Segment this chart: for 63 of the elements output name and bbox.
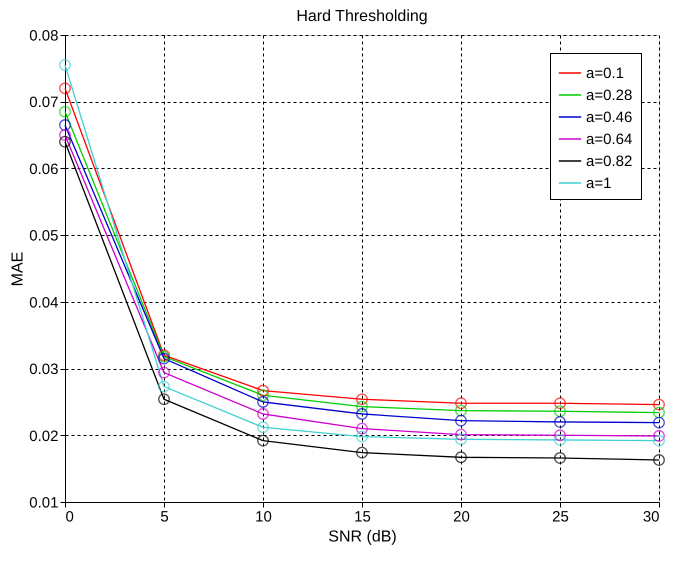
point <box>59 119 71 131</box>
point <box>158 393 170 406</box>
y-tick-label: 0.02 <box>29 428 58 445</box>
point <box>653 406 665 418</box>
point <box>356 422 368 434</box>
point <box>257 389 269 402</box>
legend-label: a=0.46 <box>586 109 632 126</box>
point <box>554 452 566 464</box>
y-tick-label: 0.03 <box>29 361 58 378</box>
y-tick-label: 0.06 <box>29 160 58 178</box>
x-tick-label: 20 <box>453 508 470 526</box>
point <box>356 393 368 406</box>
x-tick-label: 5 <box>160 508 169 526</box>
point <box>59 82 71 94</box>
point <box>257 408 269 420</box>
point <box>59 136 71 148</box>
point <box>59 59 71 71</box>
point <box>554 416 566 428</box>
x-axis-title: SNR (dB) <box>328 528 397 546</box>
point <box>59 129 71 141</box>
point <box>356 446 368 459</box>
legend-label: a=0.82 <box>586 153 632 170</box>
y-tick-label: 0.05 <box>29 228 58 245</box>
x-tick-label: 10 <box>255 508 272 526</box>
point <box>257 434 269 447</box>
point <box>653 454 665 466</box>
legend-label: a=0.28 <box>586 87 632 104</box>
x-tick-label: 25 <box>552 508 569 526</box>
legend-label: a=0.1 <box>586 65 624 82</box>
point <box>356 430 368 443</box>
point <box>653 416 665 428</box>
point <box>653 398 665 410</box>
point <box>455 414 467 426</box>
point <box>554 397 566 410</box>
y-axis-title: MAE <box>9 252 26 286</box>
point <box>158 366 170 378</box>
point <box>653 430 665 442</box>
x-tick-label: 0 <box>66 508 74 526</box>
point <box>455 433 467 446</box>
point <box>59 106 71 118</box>
point <box>554 434 566 446</box>
point <box>356 400 368 412</box>
y-tick-label: 0.04 <box>29 294 58 312</box>
point <box>455 451 467 464</box>
y-tick-label: 0.01 <box>29 494 58 512</box>
point <box>257 396 269 408</box>
y-tick-label: 0.08 <box>29 28 58 44</box>
x-tick-label: 15 <box>354 508 371 526</box>
point <box>356 408 368 420</box>
point <box>455 397 467 410</box>
point <box>653 434 665 447</box>
point <box>257 384 269 396</box>
legend-label: a=1 <box>586 175 612 192</box>
y-tick-label: 0.07 <box>29 94 58 112</box>
point <box>158 380 170 392</box>
point <box>257 421 269 434</box>
point <box>554 429 566 442</box>
legend-label: a=0.64 <box>586 131 632 148</box>
point <box>554 405 566 418</box>
x-tick-label: 30 <box>642 508 660 526</box>
point <box>455 404 467 416</box>
point <box>455 428 467 440</box>
chart-title: Hard Thresholding <box>296 8 428 25</box>
